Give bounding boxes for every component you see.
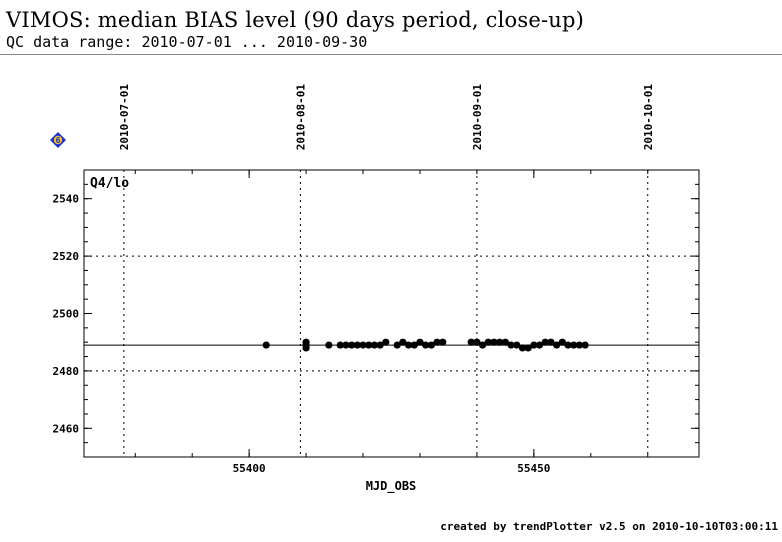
data-point <box>342 341 350 349</box>
y-tick-label: 2460 <box>53 422 80 435</box>
date-tick-label: 2010-09-01 <box>471 84 484 151</box>
data-point <box>518 344 527 352</box>
data-point <box>564 341 572 349</box>
data-point <box>433 338 441 346</box>
data-point <box>501 338 509 346</box>
data-point <box>479 341 487 349</box>
data-point <box>490 338 498 346</box>
grid-layer <box>84 170 699 457</box>
data-point <box>467 338 475 346</box>
plot-frame <box>83 169 700 458</box>
data-point <box>422 341 430 349</box>
data-point <box>484 338 492 346</box>
ticks-layer <box>84 169 699 458</box>
y-tick-label: 2500 <box>53 308 80 321</box>
data-point <box>575 341 584 349</box>
chart-title: VIMOS: median BIAS level (90 days period… <box>6 8 585 32</box>
y-tick-label: 2520 <box>53 250 80 263</box>
x-tick-label: 55400 <box>233 462 266 475</box>
data-point <box>404 341 413 349</box>
data-point <box>393 341 401 349</box>
data-point <box>547 338 555 346</box>
data-point <box>535 341 544 349</box>
data-point <box>530 341 538 349</box>
data-point <box>427 341 435 349</box>
diamond-icon: 6 <box>50 132 66 148</box>
badge-label: 6 <box>56 136 61 145</box>
data-point <box>382 338 390 346</box>
data-point <box>513 341 521 349</box>
data-point <box>524 344 532 352</box>
data-point <box>353 341 361 349</box>
badge-disc <box>53 135 63 145</box>
title-divider <box>0 54 782 55</box>
data-point <box>507 341 515 349</box>
data-point <box>348 341 356 349</box>
data-point <box>439 338 447 346</box>
data-point <box>302 344 310 352</box>
panel-label: Q4/lo <box>90 176 129 191</box>
data-point <box>496 338 504 346</box>
date-tick-label: 2010-07-01 <box>118 84 131 151</box>
data-point <box>370 341 379 349</box>
data-point <box>399 338 407 346</box>
data-point <box>376 341 384 349</box>
footer-credit: created by trendPlotter v2.5 on 2010-10-… <box>440 520 778 533</box>
data-point <box>359 341 367 349</box>
data-point <box>416 338 424 346</box>
data-point <box>570 341 578 349</box>
data-point <box>336 341 344 349</box>
date-tick-label: 2010-10-01 <box>642 84 655 151</box>
data-point <box>581 341 589 349</box>
y-tick-label: 2540 <box>53 193 80 206</box>
date-tick-label: 2010-08-01 <box>294 84 307 151</box>
data-point <box>325 341 333 349</box>
labels-layer: 2010-07-01 2010-08-01 2010-09-01 2010-10-01… <box>53 84 655 475</box>
y-tick-label: 2480 <box>53 365 80 378</box>
data-point <box>473 338 481 346</box>
x-tick-label: 55450 <box>517 462 550 475</box>
chart-subtitle: QC data range: 2010-07-01 ... 2010-09-30 <box>6 33 368 51</box>
data-point <box>541 338 549 346</box>
data-point <box>365 341 373 349</box>
x-axis-label: MJD_OBS <box>366 479 417 494</box>
data-point <box>553 341 561 349</box>
data-point <box>262 341 270 349</box>
data-point <box>410 341 418 349</box>
data-point <box>558 338 566 346</box>
points-layer <box>262 338 589 352</box>
